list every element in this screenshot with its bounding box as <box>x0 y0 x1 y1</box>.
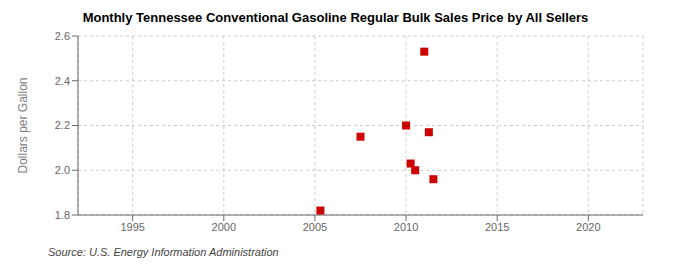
svg-text:2.2: 2.2 <box>55 119 70 131</box>
svg-text:2010: 2010 <box>394 221 418 233</box>
html-text:Source: U.S. Energy Informatio: Source: U.S. Energy Information Administ… <box>48 246 279 258</box>
svg-text:2.6: 2.6 <box>55 30 70 42</box>
svg-text:2015: 2015 <box>485 221 509 233</box>
svg-text:2.0: 2.0 <box>55 164 70 176</box>
html-text:Monthly Tennessee Conventional: Monthly Tennessee Conventional Gasoline … <box>82 10 589 25</box>
svg-text:1.8: 1.8 <box>55 209 70 221</box>
svg-text:2000: 2000 <box>212 221 236 233</box>
svg-text:1995: 1995 <box>120 221 144 233</box>
svg-text:2005: 2005 <box>303 221 327 233</box>
svg-text:2020: 2020 <box>576 221 600 233</box>
svg-text:2.4: 2.4 <box>55 75 70 87</box>
svg-text:Dollars per Gallon: Dollars per Gallon <box>16 77 30 173</box>
